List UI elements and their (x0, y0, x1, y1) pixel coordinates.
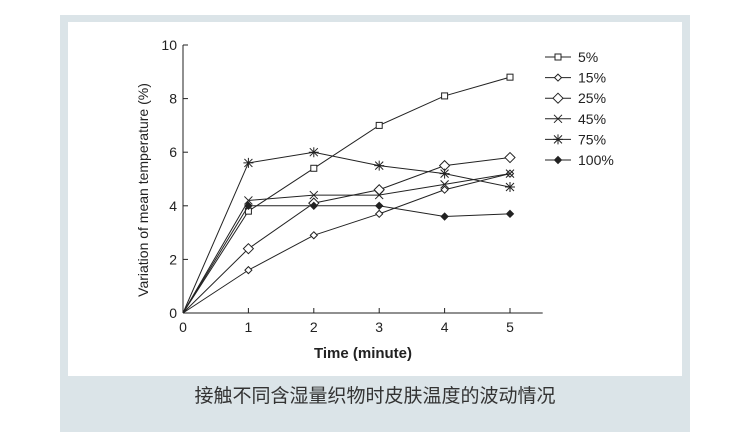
marker (373, 184, 385, 196)
marker (244, 201, 253, 211)
figure-frame: 接触不同含湿量织物时皮肤温度的波动情况 (60, 15, 690, 432)
marker (310, 164, 318, 172)
series-line (182, 151, 511, 314)
legend-marker (553, 73, 563, 82)
y-axis-label: Variation of mean temperature (%) (135, 83, 151, 297)
marker (440, 180, 449, 189)
marker (439, 168, 450, 179)
chart-panel (68, 22, 682, 376)
series-line (182, 157, 511, 314)
marker (374, 190, 384, 200)
marker (505, 209, 515, 219)
marker (374, 209, 384, 219)
x-tick-label: 0 (179, 319, 187, 335)
marker (375, 121, 383, 129)
marker (309, 201, 319, 211)
marker (504, 151, 516, 164)
marker (441, 92, 449, 100)
caption: 接触不同含湿量织物时皮肤温度的波动情况 (194, 385, 556, 407)
marker (374, 201, 384, 211)
series-line (182, 173, 511, 314)
legend-marker (553, 134, 563, 145)
legend-marker (553, 114, 563, 124)
marker (242, 242, 255, 255)
y-tick-label: 2 (169, 251, 177, 267)
x-tick-label: 3 (375, 319, 383, 335)
y-tick-label: 6 (169, 144, 177, 160)
y-tick-label: 4 (169, 198, 177, 214)
y-tick-label: 8 (169, 91, 177, 107)
marker (440, 212, 449, 221)
legend-label: 75% (578, 131, 606, 147)
legend-label: 15% (578, 70, 606, 86)
legend-label: 25% (578, 90, 606, 106)
legend-label: 45% (578, 111, 606, 127)
x-tick-label: 5 (506, 319, 514, 335)
x-tick-label: 1 (245, 319, 253, 335)
legend-marker (554, 53, 562, 61)
marker (309, 231, 319, 240)
legend-label: 5% (578, 49, 598, 65)
y-tick-label: 0 (169, 305, 177, 321)
marker (309, 190, 319, 200)
marker (505, 182, 515, 193)
series-line (182, 76, 511, 314)
legend-marker (553, 155, 563, 165)
series-line (182, 173, 511, 314)
marker (505, 169, 515, 178)
x-tick-label: 2 (310, 319, 318, 335)
series-line (182, 205, 511, 314)
y-tick-label: 10 (161, 37, 177, 53)
marker (308, 147, 319, 158)
marker (244, 265, 253, 275)
legend-label: 100% (578, 152, 614, 168)
legend-marker (552, 92, 564, 104)
marker (374, 160, 385, 171)
marker (243, 157, 254, 168)
x-axis-label: Time (minute) (314, 345, 412, 362)
x-tick-label: 4 (441, 319, 449, 335)
marker (440, 185, 449, 194)
marker (506, 73, 514, 81)
marker (244, 196, 253, 205)
